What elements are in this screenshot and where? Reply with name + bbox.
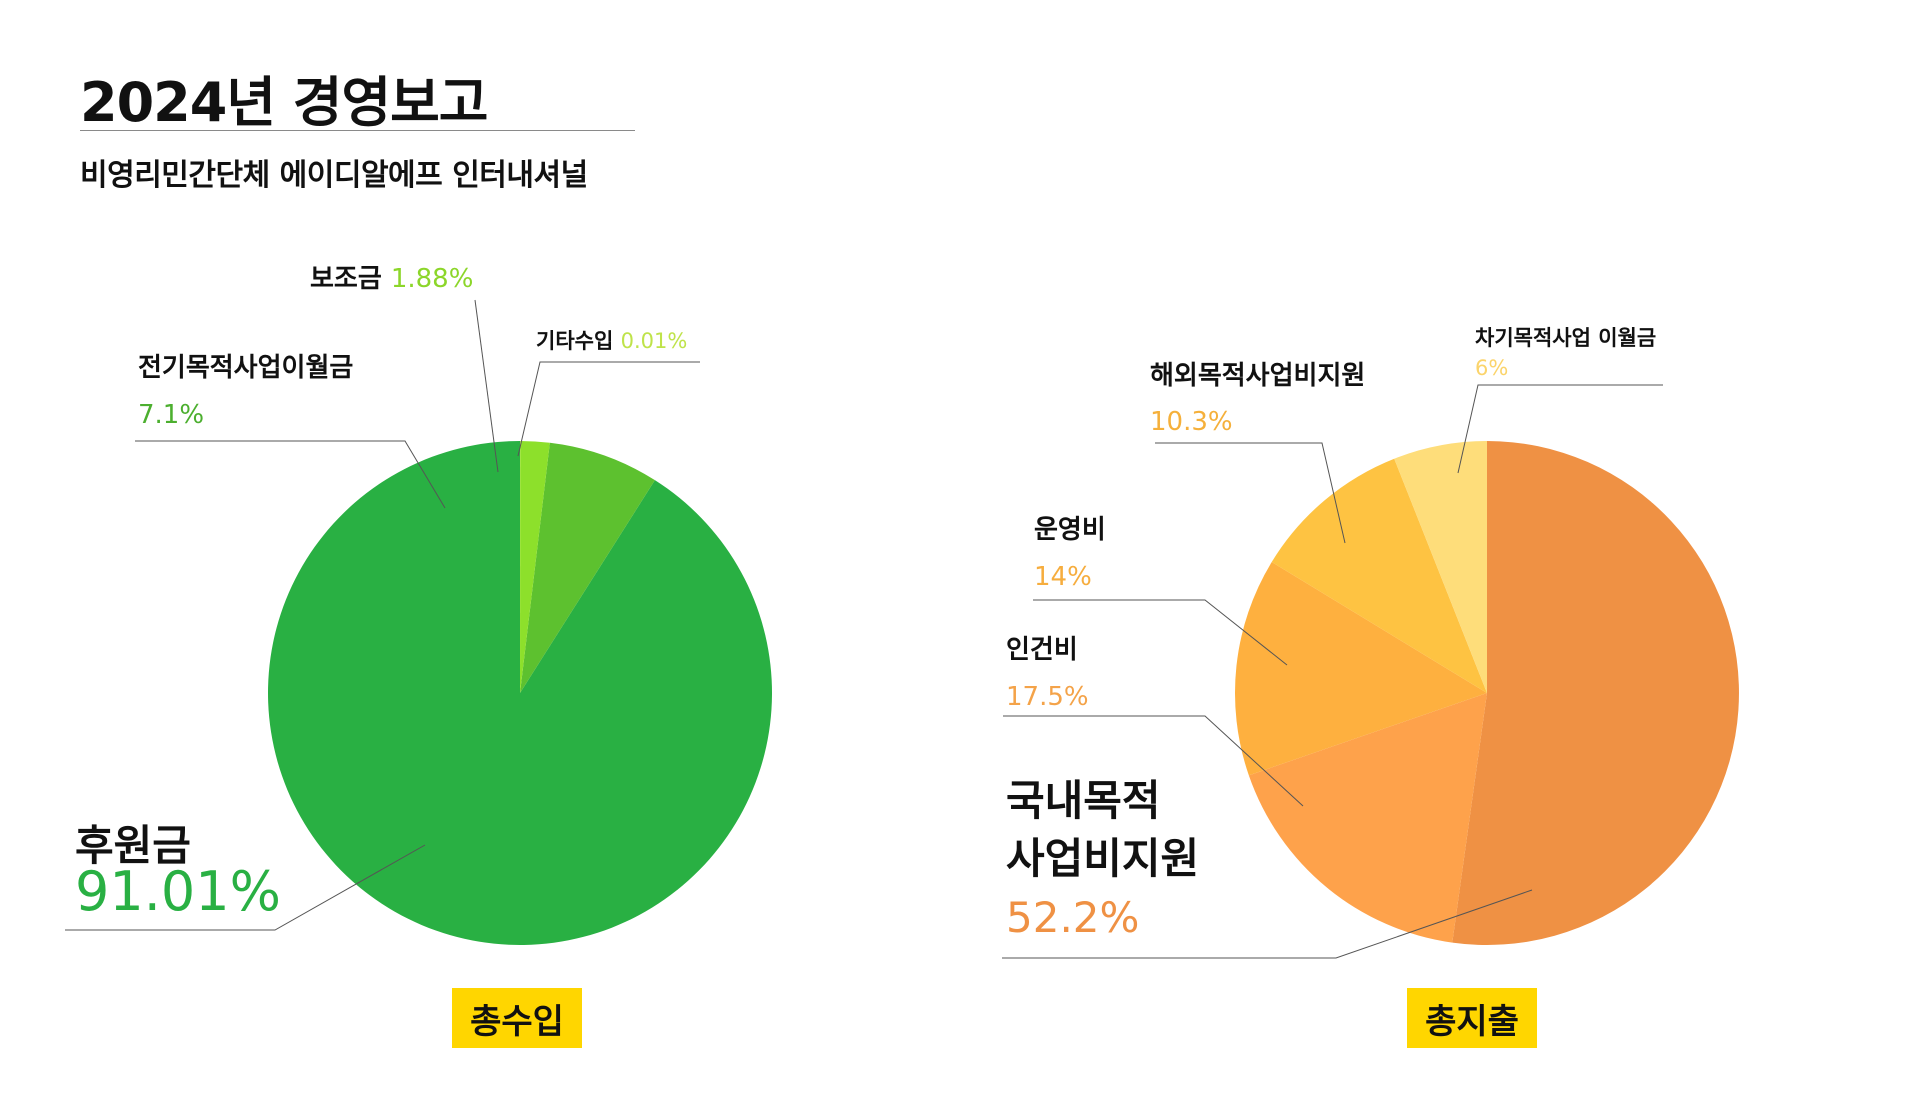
- leader-line: [517, 361, 700, 457]
- leader-line: [1003, 715, 1304, 807]
- slice-name: 후원금: [75, 821, 191, 870]
- slice-value: 52.2%: [1006, 893, 1139, 942]
- leader-line: [1155, 442, 1346, 544]
- slice-value: 0.01%: [621, 329, 688, 353]
- slice-value: 6%: [1475, 356, 1508, 380]
- slice-value: 91.01%: [75, 860, 281, 923]
- page-subtitle: 비영리민간단체 에이디알에프 인터내셔널: [80, 158, 588, 193]
- leader-line: [135, 440, 446, 509]
- slice-name: 인건비: [1006, 635, 1078, 665]
- leader-line: [1033, 599, 1288, 666]
- pie-slice-expense-2: [1248, 693, 1487, 943]
- total-expense-badge: 총지출: [1407, 988, 1537, 1048]
- slice-name: 사업비지원: [1006, 834, 1199, 883]
- slice-name: 운영비: [1034, 515, 1106, 545]
- slice-label: 보조금 1.88%: [310, 264, 473, 294]
- slice-label: 기타수입 0.01%: [536, 329, 687, 353]
- slice-value: 10.3%: [1150, 407, 1233, 437]
- slice-name: 보조금: [310, 264, 391, 294]
- leader-line: [1002, 889, 1533, 959]
- title-divider: [80, 130, 635, 131]
- pie-slice-income-2: [520, 442, 655, 693]
- slice-name: 국내목적: [1006, 776, 1161, 825]
- slice-value: 7.1%: [138, 400, 204, 430]
- pie-slice-income-3: [520, 441, 550, 693]
- pie-slice-expense-4: [1271, 458, 1487, 693]
- leader-line: [65, 844, 426, 931]
- slice-name: 해외목적사업비지원: [1150, 361, 1365, 391]
- page-title: 2024년 경영보고: [80, 71, 488, 134]
- slice-name: 전기목적사업이월금: [138, 353, 353, 383]
- pie-slice-expense-1: [1452, 441, 1739, 945]
- leader-line: [1457, 384, 1663, 474]
- slice-name: 차기목적사업 이월금: [1475, 326, 1656, 350]
- slice-value: 14%: [1034, 562, 1092, 592]
- slice-name: 기타수입: [536, 329, 621, 353]
- pie-slice-income-1: [268, 441, 773, 945]
- slice-value: 17.5%: [1006, 682, 1089, 712]
- pie-slice-expense-5: [1394, 441, 1487, 693]
- total-income-badge: 총수입: [452, 988, 582, 1048]
- pie-slice-expense-3: [1234, 562, 1487, 776]
- slice-value: 1.88%: [391, 264, 474, 294]
- leader-line: [474, 299, 499, 473]
